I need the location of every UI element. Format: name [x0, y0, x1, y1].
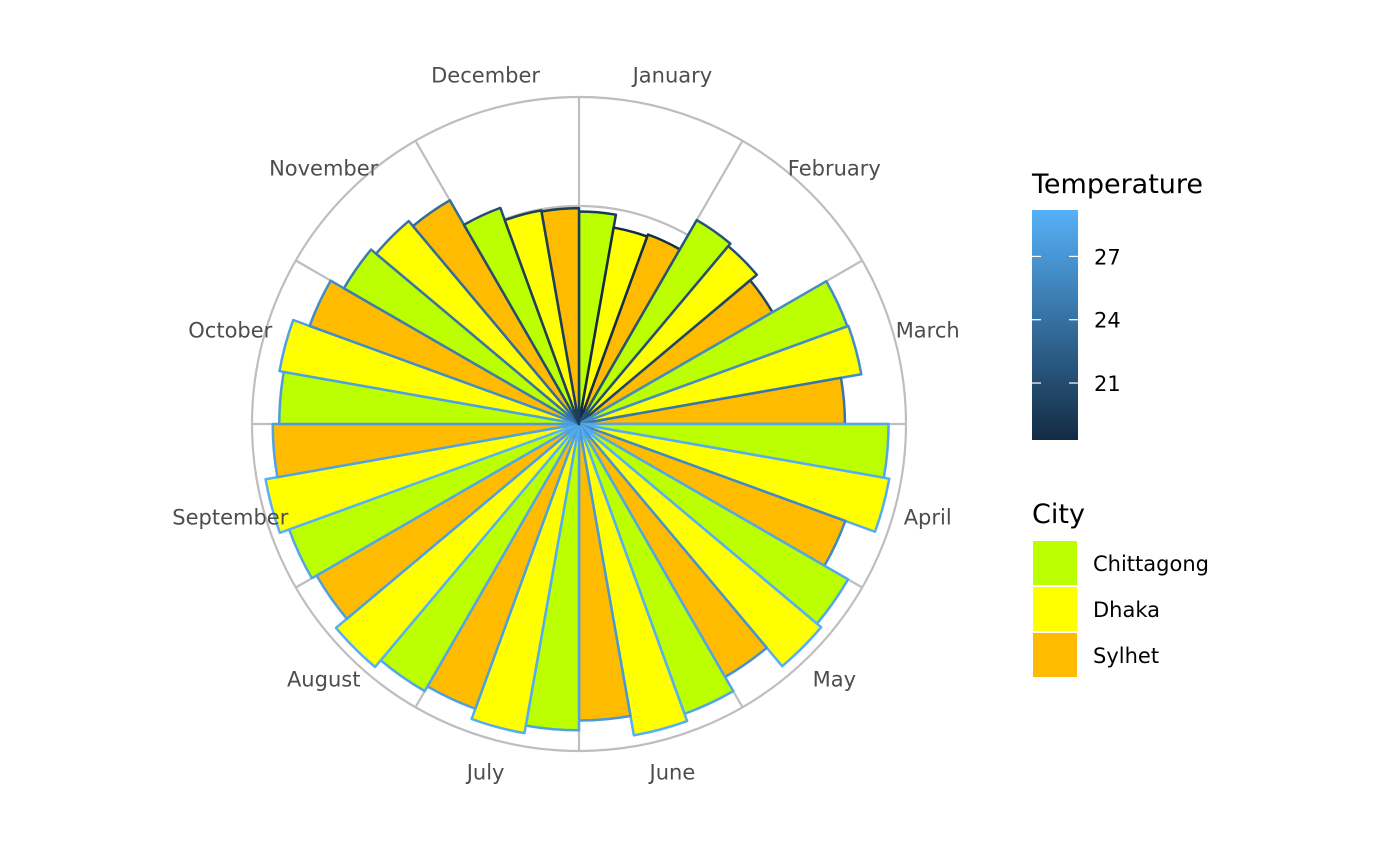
bar-sylhet-december — [540, 206, 581, 426]
city-legend-title: City — [1032, 499, 1085, 530]
bar-dhaka-september — [264, 422, 581, 535]
bar-chittagong-february — [577, 218, 732, 426]
month-label-august: August — [287, 667, 361, 691]
bar-dhaka-may — [577, 422, 823, 668]
month-label-december: December — [431, 63, 540, 87]
bar-sylhet-november — [411, 199, 581, 426]
city-legend-label-chittagong: Chittagong — [1093, 552, 1209, 576]
bar-dhaka-november — [374, 219, 581, 426]
bar-dhaka-february — [577, 244, 759, 426]
month-label-june: June — [648, 761, 696, 785]
month-label-january: January — [631, 63, 713, 87]
bar-chittagong-november — [342, 248, 581, 426]
bars — [264, 199, 891, 737]
bar-sylhet-october — [308, 279, 581, 426]
bar-chittagong-december — [462, 206, 581, 426]
temperature-tick-label: 27 — [1094, 245, 1121, 269]
month-label-july: July — [465, 761, 505, 785]
bar-dhaka-august — [334, 422, 581, 669]
temperature-legend: Temperature 27 24 21 — [1031, 169, 1203, 440]
city-legend-swatch-chittagong — [1033, 541, 1077, 585]
city-legend-label-dhaka: Dhaka — [1093, 598, 1160, 622]
temperature-tick-label: 24 — [1094, 309, 1121, 333]
bar-dhaka-march — [577, 324, 863, 426]
month-label-november: November — [269, 157, 379, 181]
city-legend: City Chittagong Dhaka Sylhet — [1032, 499, 1209, 677]
month-labels: January February March April May June July Augu… — [172, 63, 959, 784]
temperature-legend-title: Temperature — [1031, 169, 1203, 200]
city-legend-label-sylhet: Sylhet — [1093, 644, 1159, 668]
bar-sylhet-september — [271, 422, 581, 479]
month-label-april: April — [904, 505, 952, 529]
month-label-march: March — [896, 319, 960, 343]
month-label-october: October — [188, 319, 272, 343]
month-label-may: May — [813, 667, 856, 691]
city-legend-swatch-sylhet — [1033, 633, 1077, 677]
month-label-september: September — [172, 505, 288, 529]
month-label-february: February — [788, 157, 881, 181]
city-legend-swatch-dhaka — [1033, 587, 1077, 631]
temperature-tick-label: 21 — [1094, 372, 1121, 396]
temperature-colorbar — [1032, 210, 1078, 440]
bar-dhaka-june — [577, 422, 689, 737]
